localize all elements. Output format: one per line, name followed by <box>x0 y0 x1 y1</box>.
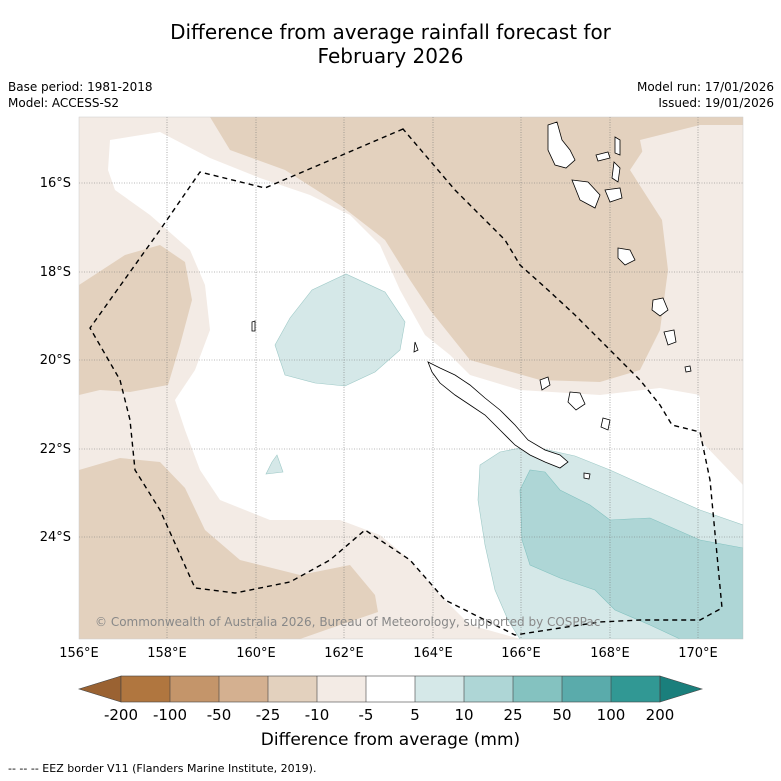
colorbar-tick: -100 <box>152 706 188 724</box>
colorbar-tick: -5 <box>358 706 374 724</box>
colorbar-band-4 <box>268 676 317 702</box>
issued-date: Issued: 19/01/2026 <box>658 96 774 110</box>
lon-label: 168°E <box>590 646 630 661</box>
graticule <box>79 117 743 639</box>
coastlines <box>251 121 692 480</box>
island-pines <box>583 472 591 480</box>
island-efate <box>617 247 636 266</box>
colorbar-band-9 <box>513 676 562 702</box>
island-ouvea <box>539 376 551 391</box>
colorbar-tick: -25 <box>255 706 281 724</box>
lat-label: 16°S <box>39 176 71 191</box>
region-wet-core <box>519 469 743 639</box>
island-ambrym <box>604 187 623 203</box>
lon-label: 158°E <box>147 646 187 661</box>
lat-label: 24°S <box>39 530 71 545</box>
colorbar-band-10 <box>562 676 611 702</box>
region-wet-central <box>274 273 406 387</box>
colorbar-band-5 <box>317 676 366 702</box>
region-dry-southwest <box>79 458 378 639</box>
islet-west <box>251 320 256 332</box>
island-ambae <box>595 151 611 162</box>
model-run: Model run: 17/01/2026 <box>636 80 774 94</box>
island-mare <box>600 417 611 431</box>
colorbar-band-8 <box>464 676 513 702</box>
colorbar-band-2 <box>170 676 219 702</box>
colorbar-tick: -50 <box>206 706 232 724</box>
colorbar-band-6 <box>366 676 415 702</box>
island-malekula <box>571 179 601 209</box>
colorbar-tick: 10 <box>454 706 474 724</box>
colorbar-band-3 <box>219 676 268 702</box>
island-pentecost <box>611 161 621 183</box>
colorbar-band-11 <box>611 676 660 702</box>
base-period: Base period: 1981-2018 <box>8 80 153 94</box>
lon-label: 160°E <box>236 646 276 661</box>
lon-label: 162°E <box>324 646 364 661</box>
colorbar <box>77 675 704 703</box>
region-dry-east <box>640 125 743 400</box>
colorbar-tick: 25 <box>503 706 523 724</box>
lon-label: 156°E <box>59 646 99 661</box>
colorbar-band-7 <box>415 676 464 702</box>
colorbar-tick: -200 <box>103 706 139 724</box>
colorbar-tick: -10 <box>304 706 330 724</box>
map-frame <box>78 116 744 640</box>
lon-label: 166°E <box>501 646 541 661</box>
colorbar-frame <box>120 675 661 703</box>
island-maewo <box>614 136 621 156</box>
colorbar-tick: 5 <box>410 706 420 724</box>
colorbar-tick: 100 <box>596 706 626 724</box>
eez-footnote: -- -- -- EEZ border V11 (Flanders Marine… <box>8 762 317 775</box>
island-aneityum <box>684 365 692 373</box>
island-erromango <box>651 297 669 317</box>
region-wet-small <box>265 454 284 475</box>
map-area: © Commonwealth of Australia 2026, Bureau… <box>79 117 743 639</box>
island-espiritu-santo <box>547 121 576 169</box>
island-new-caledonia <box>427 361 569 469</box>
model-name: Model: ACCESS-S2 <box>8 96 120 110</box>
eez-border <box>89 128 723 636</box>
colorbar-band-1 <box>121 676 170 702</box>
lon-label: 170°E <box>678 646 718 661</box>
island-tanna <box>663 329 677 346</box>
title-line-1: Difference from average rainfall forecas… <box>170 20 611 44</box>
island-lifou <box>567 391 586 411</box>
colorbar-arrow-right <box>659 675 704 703</box>
colorbar-tick: 50 <box>552 706 572 724</box>
lat-label: 20°S <box>39 353 71 368</box>
colorbar-title: Difference from average (mm) <box>260 730 521 750</box>
island-chesterfield <box>413 341 419 353</box>
title-line-2: February 2026 <box>317 44 464 68</box>
lat-label: 22°S <box>39 442 71 457</box>
lon-label: 164°E <box>413 646 453 661</box>
colorbar-arrow-left <box>77 675 122 703</box>
copyright-text: © Commonwealth of Australia 2026, Bureau… <box>95 615 600 629</box>
colorbar-tick: 200 <box>645 706 675 724</box>
lat-label: 18°S <box>39 265 71 280</box>
